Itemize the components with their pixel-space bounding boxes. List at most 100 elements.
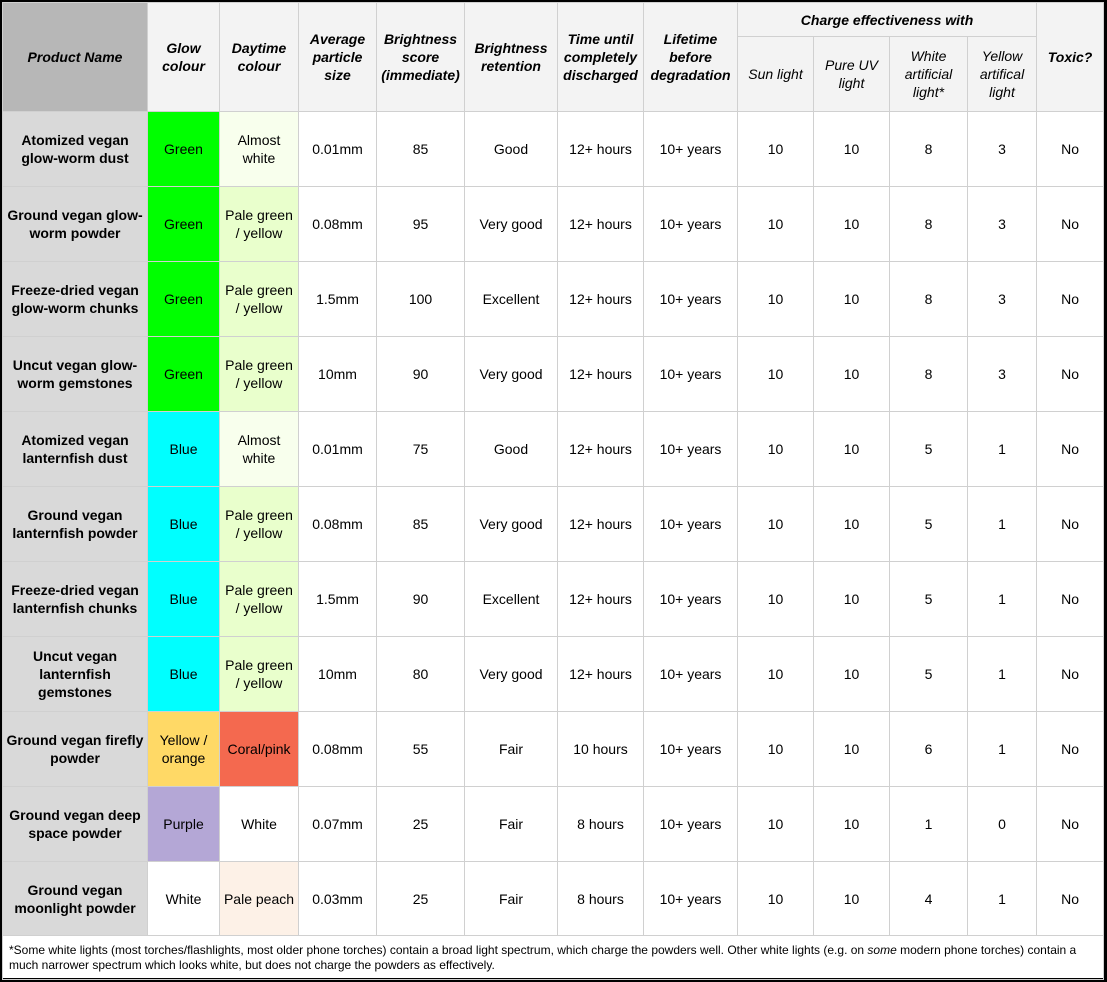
header-charge-effectiveness: Charge effectiveness with <box>736 2 1038 37</box>
brightness-retention-cell: Excellent <box>464 261 558 337</box>
uv-light-cell: 10 <box>813 336 890 412</box>
header-daytime-colour: Daytime colour <box>219 2 299 112</box>
yellow-light-cell: 1 <box>966 411 1038 487</box>
table-row: Freeze-dried vegan glow-worm chunks Green… <box>2 261 1105 337</box>
header-white-light: White artificial light* <box>889 36 968 112</box>
header-brightness-retention: Brightness retention <box>464 2 558 112</box>
brightness-score-cell: 90 <box>376 561 465 637</box>
yellow-light-cell: 1 <box>966 561 1038 637</box>
time-discharged-cell: 12+ hours <box>557 186 644 262</box>
lifetime-cell: 10+ years <box>643 186 738 262</box>
product-name-cell: Ground vegan lanternfish powder <box>2 486 148 562</box>
table-row: Ground vegan firefly powder Yellow / oran… <box>2 711 1105 787</box>
glow-colour-cell: Green <box>147 111 220 187</box>
sun-light-cell: 10 <box>737 186 814 262</box>
table-row: Ground vegan deep space powder Purple Whit… <box>2 786 1105 862</box>
lifetime-cell: 10+ years <box>643 336 738 412</box>
daytime-colour-cell: Pale peach <box>219 861 299 936</box>
sun-light-cell: 10 <box>737 711 814 787</box>
particle-size-cell: 0.08mm <box>298 711 377 787</box>
brightness-score-cell: 75 <box>376 411 465 487</box>
yellow-light-cell: 3 <box>966 261 1038 337</box>
time-discharged-cell: 10 hours <box>557 711 644 787</box>
sun-light-cell: 10 <box>737 786 814 862</box>
white-light-cell: 8 <box>889 111 968 187</box>
particle-size-cell: 10mm <box>298 636 377 712</box>
sun-light-cell: 10 <box>737 111 814 187</box>
white-light-cell: 1 <box>889 786 968 862</box>
product-name-cell: Ground vegan moonlight powder <box>2 861 148 936</box>
yellow-light-cell: 1 <box>966 636 1038 712</box>
daytime-colour-cell: Coral/pink <box>219 711 299 787</box>
toxic-cell: No <box>1036 486 1105 562</box>
time-discharged-cell: 12+ hours <box>557 636 644 712</box>
brightness-retention-cell: Excellent <box>464 561 558 637</box>
white-light-cell: 5 <box>889 486 968 562</box>
brightness-retention-cell: Very good <box>464 186 558 262</box>
white-light-cell: 5 <box>889 561 968 637</box>
uv-light-cell: 10 <box>813 411 890 487</box>
uv-light-cell: 10 <box>813 786 890 862</box>
glow-colour-cell: Green <box>147 261 220 337</box>
time-discharged-cell: 8 hours <box>557 786 644 862</box>
toxic-cell: No <box>1036 636 1105 712</box>
daytime-colour-cell: Pale green / yellow <box>219 636 299 712</box>
yellow-light-cell: 3 <box>966 111 1038 187</box>
time-discharged-cell: 12+ hours <box>557 561 644 637</box>
daytime-colour-cell: Pale green / yellow <box>219 486 299 562</box>
table-body: Atomized vegan glow-worm dust Green Almost… <box>2 111 1105 936</box>
time-discharged-cell: 12+ hours <box>557 261 644 337</box>
glow-colour-cell: Blue <box>147 486 220 562</box>
daytime-colour-cell: Pale green / yellow <box>219 261 299 337</box>
table-row: Ground vegan glow-worm powder Green Pale g… <box>2 186 1105 262</box>
table-row: Uncut vegan glow-worm gemstones Green Pale… <box>2 336 1105 412</box>
header-brightness-score: Brightness score (immediate) <box>376 2 465 112</box>
product-name-cell: Freeze-dried vegan glow-worm chunks <box>2 261 148 337</box>
table-row: Ground vegan moonlight powder White Pale p… <box>2 861 1105 936</box>
uv-light-cell: 10 <box>813 111 890 187</box>
brightness-score-cell: 80 <box>376 636 465 712</box>
header-toxic: Toxic? <box>1036 2 1105 112</box>
brightness-retention-cell: Good <box>464 111 558 187</box>
uv-light-cell: 10 <box>813 711 890 787</box>
white-light-cell: 8 <box>889 336 968 412</box>
product-name-cell: Freeze-dried vegan lanternfish chunks <box>2 561 148 637</box>
sun-light-cell: 10 <box>737 861 814 936</box>
yellow-light-cell: 3 <box>966 186 1038 262</box>
glow-colour-cell: Green <box>147 186 220 262</box>
yellow-light-cell: 1 <box>966 486 1038 562</box>
lifetime-cell: 10+ years <box>643 261 738 337</box>
daytime-colour-cell: Pale green / yellow <box>219 186 299 262</box>
glow-colour-cell: Blue <box>147 561 220 637</box>
product-name-cell: Atomized vegan glow-worm dust <box>2 111 148 187</box>
yellow-light-cell: 3 <box>966 336 1038 412</box>
yellow-light-cell: 1 <box>966 861 1038 936</box>
product-name-cell: Atomized vegan lanternfish dust <box>2 411 148 487</box>
product-name-cell: Uncut vegan lanternfish gemstones <box>2 636 148 712</box>
glow-colour-cell: Purple <box>147 786 220 862</box>
footnote-emphasis: some <box>867 942 897 957</box>
glow-colour-cell: Green <box>147 336 220 412</box>
uv-light-cell: 10 <box>813 861 890 936</box>
header-time-discharged: Time until completely discharged <box>557 2 644 112</box>
brightness-retention-cell: Fair <box>464 861 558 936</box>
white-light-cell: 8 <box>889 261 968 337</box>
brightness-retention-cell: Very good <box>464 336 558 412</box>
lifetime-cell: 10+ years <box>643 786 738 862</box>
brightness-score-cell: 55 <box>376 711 465 787</box>
time-discharged-cell: 12+ hours <box>557 486 644 562</box>
uv-light-cell: 10 <box>813 186 890 262</box>
toxic-cell: No <box>1036 111 1105 187</box>
time-discharged-cell: 12+ hours <box>557 411 644 487</box>
sun-light-cell: 10 <box>737 336 814 412</box>
brightness-score-cell: 25 <box>376 786 465 862</box>
header-particle-size: Average particle size <box>298 2 377 112</box>
particle-size-cell: 0.03mm <box>298 861 377 936</box>
toxic-cell: No <box>1036 711 1105 787</box>
time-discharged-cell: 8 hours <box>557 861 644 936</box>
header-lifetime: Lifetime before degradation <box>643 2 738 112</box>
brightness-score-cell: 85 <box>376 486 465 562</box>
daytime-colour-cell: Pale green / yellow <box>219 336 299 412</box>
product-name-cell: Ground vegan firefly powder <box>2 711 148 787</box>
